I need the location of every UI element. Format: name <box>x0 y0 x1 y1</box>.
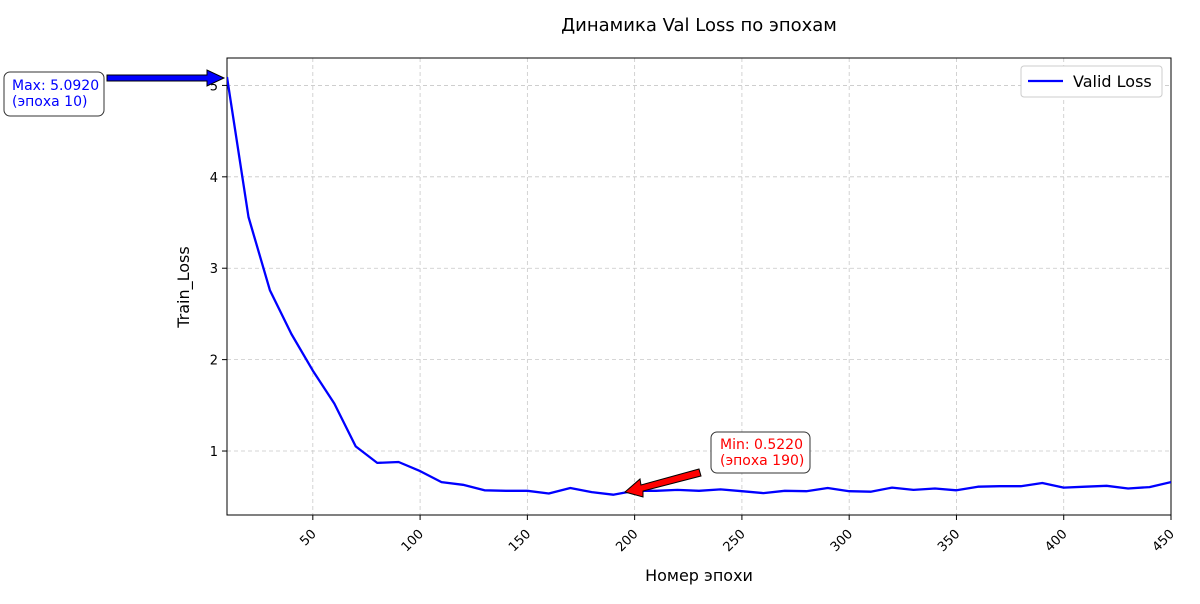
max-annotation-box <box>3 71 105 117</box>
legend: Valid Loss <box>1020 65 1163 98</box>
min-annotation: Min: 0.5220 (эпоха 190) <box>623 431 811 498</box>
max-arrow <box>106 69 226 87</box>
grid <box>227 58 1172 515</box>
x-tick-label: 350 <box>935 527 963 555</box>
min-annotation-epoch: (эпоха 190) <box>720 453 804 469</box>
x-tick-label: 250 <box>721 527 749 555</box>
min-arrow <box>623 468 702 498</box>
y-tick-label: 5 <box>210 79 218 94</box>
legend-label: Valid Loss <box>1073 72 1152 91</box>
y-tick-label: 2 <box>210 354 218 369</box>
x-axis-ticks: 50 100 150 200 250 300 350 400 450 <box>297 515 1178 555</box>
x-tick-label: 100 <box>399 527 427 555</box>
plot-area-frame <box>226 57 1172 516</box>
max-annotation: Max: 5.0920 (эпоха 10) <box>3 69 226 117</box>
min-annotation-box <box>710 431 811 474</box>
y-tick-label: 1 <box>210 445 218 460</box>
min-annotation-value: Min: 0.5220 <box>720 437 803 453</box>
x-axis-label: Номер эпохи <box>645 566 753 585</box>
max-annotation-epoch: (эпоха 10) <box>12 94 87 110</box>
y-axis-label: Train_Loss <box>174 246 194 328</box>
y-tick-label: 3 <box>210 262 218 277</box>
x-tick-label: 400 <box>1042 527 1070 555</box>
x-tick-label: 300 <box>828 527 856 555</box>
chart-title: Динамика Val Loss по эпохам <box>561 15 837 36</box>
valid-loss-line <box>227 76 1171 496</box>
y-tick-label: 4 <box>210 171 218 186</box>
y-axis-ticks: 1 2 3 4 5 <box>210 79 227 460</box>
x-tick-label: 450 <box>1150 527 1178 555</box>
x-tick-label: 50 <box>297 527 319 549</box>
legend-box <box>1020 65 1163 98</box>
max-annotation-value: Max: 5.0920 <box>12 78 99 94</box>
x-tick-label: 150 <box>506 527 534 555</box>
x-tick-label: 200 <box>613 527 641 555</box>
